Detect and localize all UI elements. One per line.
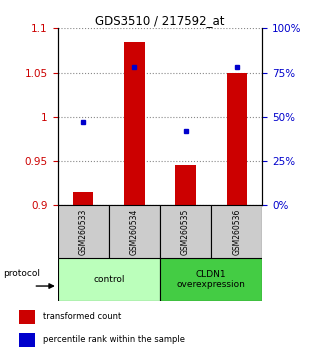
Text: control: control	[93, 275, 124, 284]
Bar	[211, 205, 262, 258]
Title: GDS3510 / 217592_at: GDS3510 / 217592_at	[95, 14, 225, 27]
Bar	[175, 166, 196, 205]
Bar	[19, 310, 35, 324]
Text: percentile rank within the sample: percentile rank within the sample	[43, 335, 185, 344]
Text: GSM260533: GSM260533	[79, 209, 88, 255]
Bar	[19, 333, 35, 347]
Text: protocol: protocol	[3, 269, 40, 278]
Bar	[160, 205, 211, 258]
Bar	[58, 258, 160, 301]
Bar	[124, 42, 145, 205]
Text: GSM260535: GSM260535	[181, 209, 190, 255]
Text: GSM260536: GSM260536	[232, 209, 241, 255]
Text: GSM260534: GSM260534	[130, 209, 139, 255]
Text: CLDN1
overexpression: CLDN1 overexpression	[177, 270, 246, 289]
Bar	[109, 205, 160, 258]
Bar	[227, 73, 247, 205]
Bar	[58, 205, 109, 258]
Bar	[160, 258, 262, 301]
Bar	[73, 192, 93, 205]
Text: transformed count: transformed count	[43, 312, 121, 321]
